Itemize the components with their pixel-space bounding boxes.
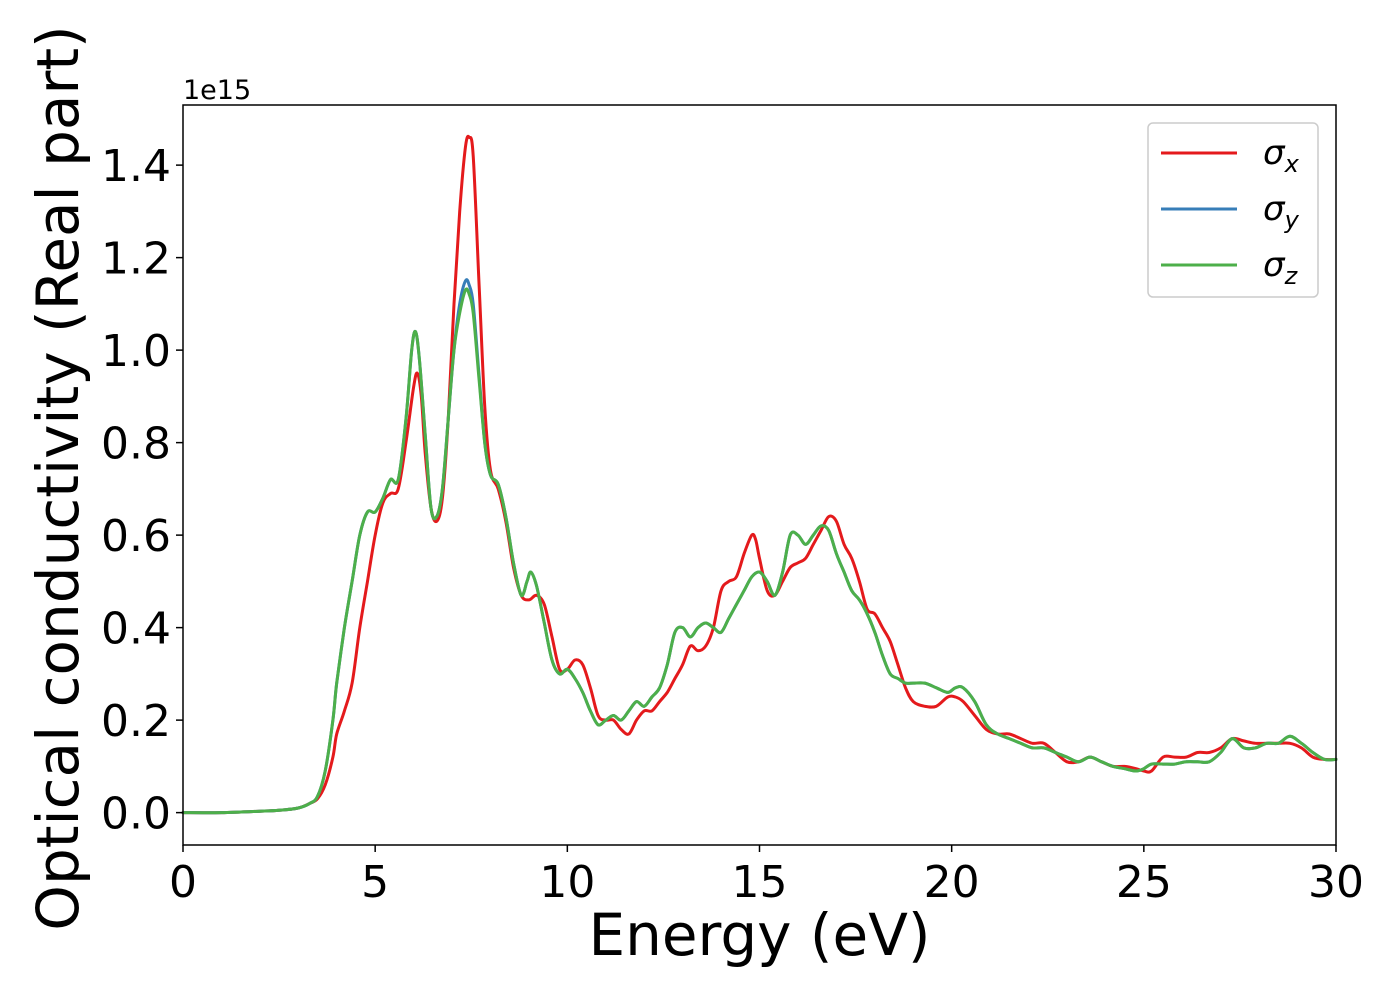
y-tick-label: 1.2 bbox=[101, 234, 171, 285]
y-tick-label: 1.0 bbox=[101, 326, 171, 377]
x-tick-label: 0 bbox=[169, 857, 197, 908]
x-tick-label: 15 bbox=[732, 857, 788, 908]
series-layer bbox=[181, 134, 1338, 815]
series-line-z bbox=[181, 287, 1338, 815]
x-tick-label: 5 bbox=[361, 857, 389, 908]
x-axis-ticks: 0 5 10 15 20 25 30 bbox=[169, 845, 1364, 908]
y-offset-label: 1e15 bbox=[183, 75, 251, 106]
y-tick-label: 0.4 bbox=[101, 604, 171, 655]
x-tick-label: 10 bbox=[539, 857, 595, 908]
y-tick-label: 0.6 bbox=[101, 511, 171, 562]
y-axis-title: Optical conductivity (Real part) bbox=[24, 25, 92, 930]
y-tick-label: 0.8 bbox=[101, 419, 171, 470]
x-axis-title: Energy (eV) bbox=[588, 901, 930, 969]
legend-label-z: σz bbox=[1263, 245, 1299, 290]
legend-label-x: σx bbox=[1263, 133, 1300, 178]
y-axis-ticks: 0.0 0.2 0.4 0.6 0.8 1.0 1.2 1.4 bbox=[101, 141, 183, 840]
x-tick-label: 20 bbox=[924, 857, 980, 908]
x-tick-label: 30 bbox=[1308, 857, 1364, 908]
y-tick-label: 0.2 bbox=[101, 696, 171, 747]
legend-label-y: σy bbox=[1263, 189, 1300, 234]
series-line-y bbox=[181, 278, 1338, 815]
y-tick-label: 1.4 bbox=[101, 141, 171, 192]
y-tick-label: 0.0 bbox=[101, 789, 171, 840]
legend: σx σy σz bbox=[1147, 122, 1319, 298]
x-tick-label: 25 bbox=[1116, 857, 1172, 908]
